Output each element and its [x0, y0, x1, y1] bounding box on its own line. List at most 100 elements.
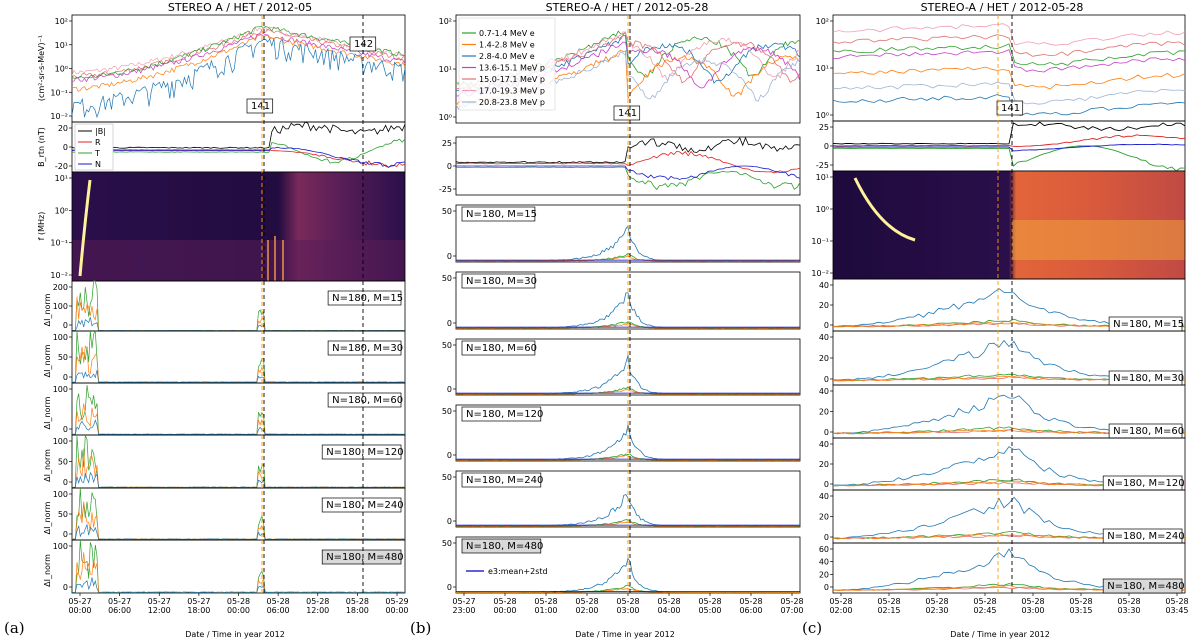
flux-y-c-tick-label: 10²	[816, 17, 829, 26]
sub-frame-a	[71, 382, 406, 436]
event-label-c1: 141	[1001, 103, 1020, 114]
flux-series-a	[71, 25, 406, 79]
sub-y-c-tick-label: 20	[819, 354, 829, 363]
x-a-tick-label: 06:00	[108, 606, 131, 615]
x-c-tick-label: 03:30	[1117, 606, 1140, 615]
sub-label-b: N=180, M=480	[466, 541, 543, 552]
x-c-tick-label: 02:45	[973, 606, 996, 615]
panel-b-title: STEREO-A / HET / 2012-05-28	[546, 1, 709, 14]
flux-y-b-tick-label: 10¹	[439, 65, 452, 74]
sub-label-a-box	[327, 290, 402, 306]
threshold-legend-label-b: e3:mean+2std	[488, 567, 548, 576]
mag-legend-label-a: N	[95, 160, 101, 169]
sub-y-c-tick-label: 0	[824, 428, 829, 437]
sub-y-b-tick-label: 50	[442, 207, 452, 216]
sub-ylabel-a: ΔI_norm	[43, 554, 52, 587]
radio-burst-c	[853, 177, 916, 242]
sub-series-a	[72, 317, 405, 332]
x-a-tick-label: 05-29	[385, 597, 408, 606]
sub-ylabel-a: ΔI_norm	[43, 501, 52, 534]
x-a-tick-label: 00:00	[227, 606, 250, 615]
mag-y-a-tick-label: 0	[63, 143, 68, 152]
radio-emission-a	[267, 236, 284, 281]
sub-y-c-tick-label: 20	[819, 513, 829, 522]
sub-ylabel-a: ΔI_norm	[43, 293, 52, 326]
x-a-tick-label: 05-27	[68, 597, 91, 606]
event-label-a2: 142	[354, 39, 373, 50]
x-c-tick-label: 02:30	[925, 606, 948, 615]
sub-y-a-tick-label: 0	[63, 425, 68, 434]
sub-series-a	[71, 487, 406, 540]
flux-series-a	[71, 38, 406, 119]
mag-series-a	[71, 149, 406, 168]
sub-label-b-box	[461, 406, 542, 422]
x-c-tick-label: 02:15	[877, 606, 900, 615]
sub-y-b-tick-label: 0	[447, 583, 452, 592]
sub-label-a: N=180, M=240	[326, 500, 403, 511]
radio-ylabel-a: f (MHz)	[37, 212, 46, 241]
x-b-tick-label: 05-28	[739, 597, 762, 606]
sub-y-c-tick-label: 0	[824, 375, 829, 384]
x-a-tick-label: 05-27	[187, 597, 210, 606]
sub-label-c: N=180, M=240	[1107, 531, 1184, 542]
sub-series-a	[71, 419, 406, 435]
x-a-tick-label: 12:00	[148, 606, 171, 615]
x-a-tick-label: 18:00	[187, 606, 210, 615]
radio-y-c-tick-label: 10⁻²	[811, 269, 829, 278]
x-b-tick-label: 05-28	[698, 597, 721, 606]
x-a-tick-label: 05-27	[148, 597, 171, 606]
sub-y-c-tick-label: 0	[824, 321, 829, 330]
x-a-tick-label: 05-28	[306, 597, 329, 606]
x-b-tick-label: 05-28	[780, 597, 803, 606]
x-b-tick-label: 05-28	[575, 597, 598, 606]
sub-label-a: N=180, M=480	[326, 552, 403, 563]
flux-legend-label-b: 0.7-1.4 MeV e	[479, 29, 535, 38]
mag-y-c-tick-label: -25	[816, 161, 829, 170]
mag-legend-a	[74, 123, 114, 171]
sub-series-a	[71, 434, 406, 488]
mag-series-c	[832, 134, 1186, 147]
panel-c-axes: 10² 10¹ 10⁰ 141 25 0 -25 10¹ 10⁰ 10⁻¹ 10⁻² 40 20 0 N=1…	[811, 14, 1189, 615]
x-b-tick-label: 02:00	[575, 606, 598, 615]
radio-y-a-tick-label: 10¹	[55, 174, 68, 183]
x-b-tick-label: 00:00	[493, 606, 516, 615]
sub-y-c-tick-label: 0	[824, 583, 829, 592]
sub-label-b: N=180, M=120	[466, 409, 543, 420]
sub-series-a	[72, 523, 406, 540]
x-b-tick-label: 05-28	[657, 597, 680, 606]
sub-y-b-tick-label: 0	[447, 385, 452, 394]
sub-y-b-tick-label: 50	[442, 407, 452, 416]
flux-series-c	[832, 34, 1186, 57]
sub-y-c-tick-label: 40	[819, 387, 829, 396]
sub-y-a-tick-label: 100	[53, 490, 68, 499]
flux-series-a	[71, 33, 406, 83]
sub-ylabel-a: ΔI_norm	[43, 396, 52, 429]
x-c-tick-label: 05-28	[1021, 597, 1044, 606]
x-b-tick-label: 04:00	[657, 606, 680, 615]
mag-series-a	[72, 146, 406, 168]
event-label-c1-box	[996, 100, 1024, 116]
flux-legend-label-b: 15.0-17.1 MeV p	[479, 75, 545, 84]
sub-y-b-tick-label: 0	[447, 517, 452, 526]
sub-y-a-tick-label: 0	[63, 583, 68, 592]
sub-label-b-box	[461, 538, 542, 554]
flux-frame-a	[71, 14, 406, 123]
mag-y-b-tick-label: -25	[439, 185, 452, 194]
radio-band-a	[72, 240, 405, 281]
sub-y-b-tick-label: 0	[447, 319, 452, 328]
sub-series-a	[72, 403, 406, 435]
mag-y-b-tick-label: 25	[442, 139, 452, 148]
radio-band-c	[1012, 220, 1185, 260]
flux-legend-label-b: 17.0-19.3 MeV p	[479, 87, 545, 96]
x-b-tick-label: 05-28	[493, 597, 516, 606]
sub-frame-c	[832, 542, 1186, 594]
sub-y-c-tick-label: 40	[819, 333, 829, 342]
sub-label-a-box	[327, 392, 402, 408]
sub-y-c-tick-label: 20	[819, 460, 829, 469]
sub-y-c-tick-label: 40	[819, 440, 829, 449]
sub-label-b-box	[461, 273, 536, 289]
sub-y-c-tick-label: 60	[819, 545, 829, 554]
sub-label-b-box	[461, 340, 536, 356]
flux-y-a-tick-label: 10⁰	[55, 65, 68, 74]
